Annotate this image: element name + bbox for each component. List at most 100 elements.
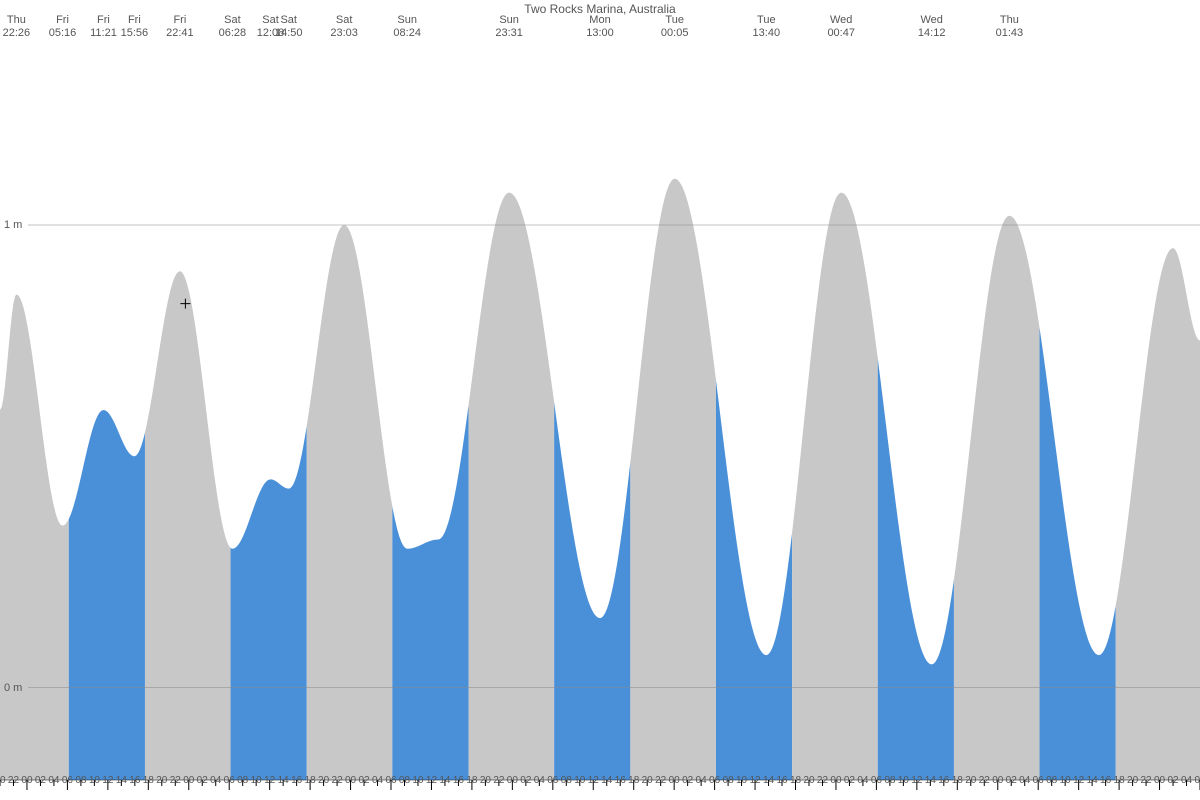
x-tick-label: 14 [278, 775, 289, 786]
x-tick-label: 18 [952, 775, 963, 786]
x-tick-label: 22 [8, 775, 19, 786]
top-label-time: 13:00 [586, 27, 614, 40]
top-label-time: 23:03 [330, 27, 358, 40]
x-tick-label: 14 [1087, 775, 1098, 786]
y-axis-label: 1 m [4, 219, 22, 231]
x-tick-label: 10 [251, 775, 262, 786]
top-label-time: 06:28 [219, 27, 247, 40]
x-tick-label: 18 [466, 775, 477, 786]
x-tick-label: 16 [1100, 775, 1111, 786]
x-tick-label: 02 [844, 775, 855, 786]
x-tick-label: 20 [965, 775, 976, 786]
x-tick-label: 14 [601, 775, 612, 786]
extrema-label: Sun08:24 [393, 14, 421, 40]
x-tick-label: 02 [1167, 775, 1178, 786]
x-tick-label: 14 [116, 775, 127, 786]
x-tick-label: 08 [884, 775, 895, 786]
top-label-time: 13:40 [753, 27, 781, 40]
x-tick-label: 22 [332, 775, 343, 786]
x-tick-label: 18 [790, 775, 801, 786]
x-tick-label: 22 [1141, 775, 1152, 786]
x-tick-label: 02 [682, 775, 693, 786]
x-tick-label: 22 [655, 775, 666, 786]
x-tick-label: 08 [399, 775, 410, 786]
top-label-day: Wed [918, 14, 946, 27]
x-tick-label: 12 [264, 775, 275, 786]
top-label-day: Sat [275, 14, 303, 27]
x-tick-label: 06 [871, 775, 882, 786]
top-label-day: Sat [219, 14, 247, 27]
top-label-time: 08:24 [393, 27, 421, 40]
x-tick-label: 00 [830, 775, 841, 786]
top-label-day: Mon [586, 14, 614, 27]
extrema-label: Thu22:26 [3, 14, 31, 40]
x-tick-label: 12 [102, 775, 113, 786]
top-label-day: Thu [996, 14, 1024, 27]
x-tick-label: 20 [156, 775, 167, 786]
top-label-time: 23:31 [495, 27, 523, 40]
x-tick-label: 08 [561, 775, 572, 786]
x-tick-label: 04 [210, 775, 221, 786]
top-label-time: 00:05 [661, 27, 689, 40]
top-label-day: Thu [3, 14, 31, 27]
x-tick-label: 06 [385, 775, 396, 786]
x-tick-label: 04 [696, 775, 707, 786]
top-label-day: Sun [393, 14, 421, 27]
top-label-time: 01:43 [996, 27, 1024, 40]
x-tick-label: 02 [358, 775, 369, 786]
x-tick-label: 20 [803, 775, 814, 786]
x-tick-label: 04 [1019, 775, 1030, 786]
top-label-day: Sun [495, 14, 523, 27]
x-tick-label: 20 [480, 775, 491, 786]
extrema-label: Sat14:50 [275, 14, 303, 40]
x-tick-label: 04 [372, 775, 383, 786]
extrema-label: Fri05:16 [49, 14, 77, 40]
extrema-label: Wed00:47 [827, 14, 855, 40]
x-tick-label: 02 [35, 775, 46, 786]
x-tick-label: 08 [237, 775, 248, 786]
x-tick-label: 08 [1046, 775, 1057, 786]
extrema-label: Sat23:03 [330, 14, 358, 40]
x-tick-label: 14 [763, 775, 774, 786]
x-tick-label: 00 [21, 775, 32, 786]
x-tick-label: 16 [453, 775, 464, 786]
x-tick-label: 16 [291, 775, 302, 786]
x-tick-label: 02 [1006, 775, 1017, 786]
top-label-time: 15:56 [121, 27, 149, 40]
x-tick-label: 20 [1127, 775, 1138, 786]
x-tick-label: 12 [426, 775, 437, 786]
chart-svg [0, 0, 1200, 800]
x-tick-label: 12 [1073, 775, 1084, 786]
extrema-label: Sun23:31 [495, 14, 523, 40]
x-tick-label: 18 [1114, 775, 1125, 786]
extrema-label: Sat06:28 [219, 14, 247, 40]
top-label-time: 22:41 [166, 27, 194, 40]
x-tick-label: 12 [588, 775, 599, 786]
x-tick-label: 20 [318, 775, 329, 786]
extrema-label: Thu01:43 [996, 14, 1024, 40]
top-label-day: Fri [121, 14, 149, 27]
x-tick-label: 14 [925, 775, 936, 786]
top-label-day: Fri [90, 14, 117, 27]
x-tick-label: 04 [1181, 775, 1192, 786]
x-tick-label: 04 [48, 775, 59, 786]
x-tick-label: 22 [979, 775, 990, 786]
x-tick-label: 04 [534, 775, 545, 786]
top-label-time: 14:50 [275, 27, 303, 40]
x-tick-label: 14 [439, 775, 450, 786]
x-tick-label: 22 [817, 775, 828, 786]
x-tick-label: 18 [305, 775, 316, 786]
x-tick-label: 10 [1060, 775, 1071, 786]
x-tick-label: 00 [669, 775, 680, 786]
top-label-day: Fri [49, 14, 77, 27]
x-tick-label: 20 [642, 775, 653, 786]
x-tick-label: 12 [749, 775, 760, 786]
x-tick-label: 06 [1194, 775, 1200, 786]
x-tick-label: 00 [1154, 775, 1165, 786]
top-label-day: Tue [753, 14, 781, 27]
x-tick-label: 20 [0, 775, 6, 786]
top-label-day: Tue [661, 14, 689, 27]
x-tick-label: 06 [62, 775, 73, 786]
x-tick-label: 22 [170, 775, 181, 786]
extrema-label: Mon13:00 [586, 14, 614, 40]
